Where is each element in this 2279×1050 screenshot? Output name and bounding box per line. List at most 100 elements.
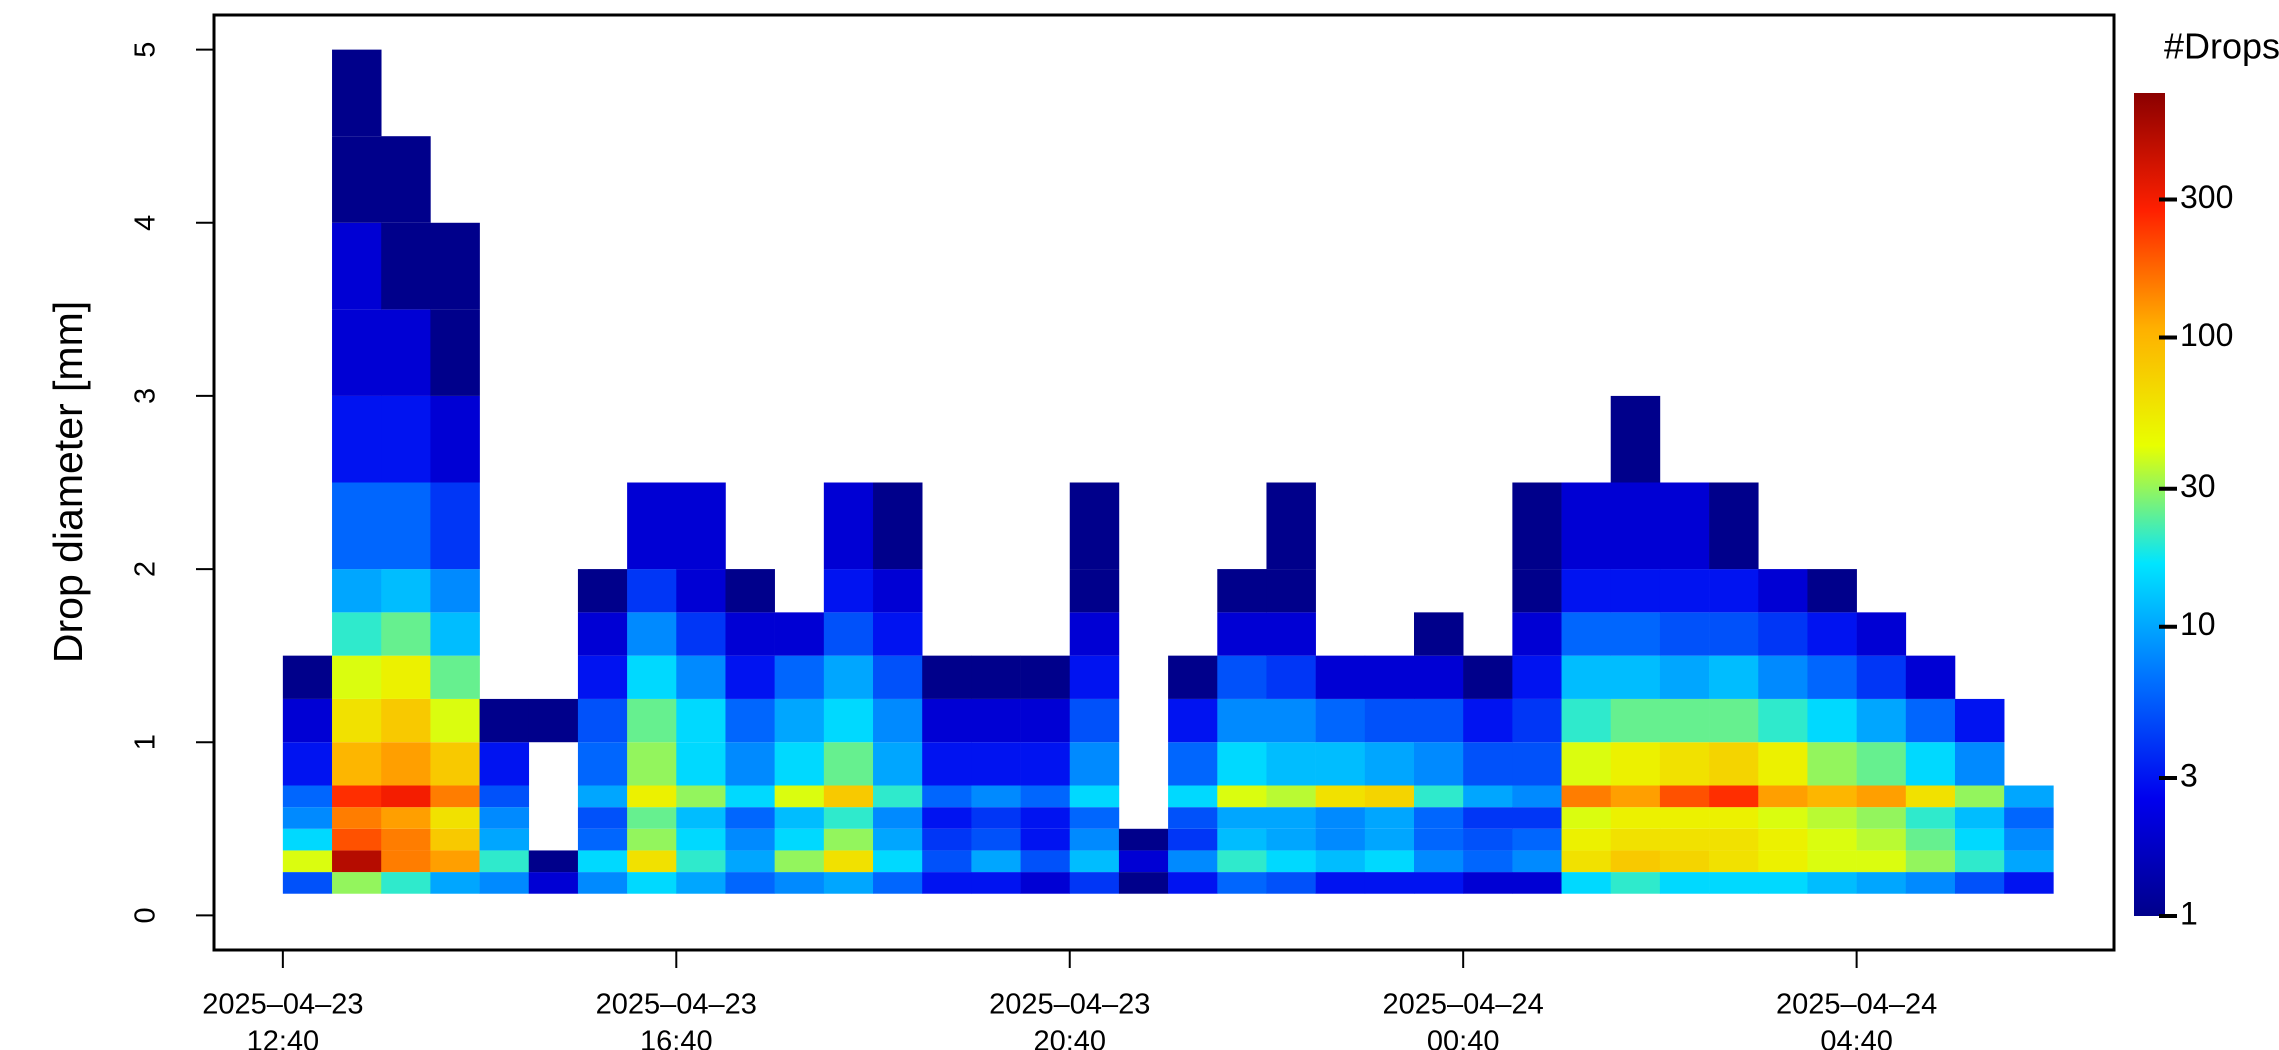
heatmap-cell	[676, 807, 726, 829]
heatmap-cell	[774, 872, 825, 894]
heatmap-cell	[774, 850, 825, 873]
heatmap-cell	[1856, 612, 1907, 656]
heatmap-cell	[1512, 785, 1562, 808]
heatmap-cell	[1069, 850, 1120, 873]
heatmap-cell	[1905, 698, 1956, 743]
heatmap-cell	[1118, 872, 1169, 894]
heatmap-cell	[725, 569, 775, 613]
x-tick-label: 12:40	[247, 1026, 320, 1050]
heatmap-cell	[1069, 569, 1120, 613]
heatmap-cell	[1266, 742, 1316, 786]
heatmap-cell	[627, 828, 677, 851]
heatmap-cell	[1512, 872, 1562, 894]
y-tick-label: 4	[130, 215, 162, 231]
x-tick-label: 2025–04–24	[1383, 989, 1544, 1021]
colorbar-tick-label: 100	[2180, 317, 2233, 353]
heatmap-cell	[922, 655, 972, 699]
heatmap-cell	[1758, 569, 1808, 613]
heatmap-cell	[725, 807, 775, 829]
heatmap-cell	[1266, 698, 1316, 743]
heatmap-cell	[823, 742, 874, 786]
heatmap-cell	[873, 698, 923, 743]
heatmap-cell	[332, 569, 382, 613]
heatmap-cell	[971, 872, 1021, 894]
heatmap-cell	[577, 612, 628, 656]
heatmap-cell	[1020, 807, 1071, 829]
heatmap-cell	[1659, 850, 1710, 873]
heatmap-cell	[381, 482, 431, 570]
heatmap-cell	[1168, 655, 1218, 699]
heatmap-cell	[1020, 828, 1071, 851]
heatmap-cell	[1118, 828, 1169, 851]
heatmap-cell	[971, 807, 1021, 829]
heatmap-cell	[1905, 872, 1956, 894]
heatmap-cell	[1512, 742, 1562, 786]
heatmap-cell	[1709, 785, 1759, 808]
heatmap-cell	[1856, 850, 1907, 873]
heatmap-cell	[430, 482, 480, 570]
heatmap-cell	[774, 828, 825, 851]
heatmap-cell	[577, 655, 628, 699]
heatmap-cell	[676, 655, 726, 699]
heatmap-cell	[971, 785, 1021, 808]
heatmap-cell	[1561, 872, 1612, 894]
heatmap-cell	[1561, 655, 1612, 699]
heatmap-cell	[1069, 742, 1120, 786]
x-tick-label: 04:40	[1820, 1026, 1893, 1050]
heatmap-cell	[1414, 807, 1464, 829]
heatmap-cell	[1463, 655, 1513, 699]
heatmap-cell	[676, 828, 726, 851]
heatmap-cell	[971, 655, 1021, 699]
x-tick-label: 16:40	[640, 1026, 713, 1050]
heatmap-cell	[1758, 698, 1808, 743]
heatmap-cell	[381, 136, 431, 223]
heatmap-cell	[381, 828, 431, 851]
heatmap-cell	[1905, 850, 1956, 873]
heatmap-cell	[1610, 612, 1661, 656]
heatmap-cell	[1266, 807, 1316, 829]
heatmap-cell	[725, 828, 775, 851]
heatmap-cell	[873, 569, 923, 613]
heatmap-cell	[1069, 612, 1120, 656]
heatmap-cell	[1168, 698, 1218, 743]
heatmap-cell	[1463, 872, 1513, 894]
heatmap-cell	[577, 569, 628, 613]
heatmap-cell	[1905, 655, 1956, 699]
heatmap-cell	[430, 222, 480, 310]
heatmap-cell	[1561, 850, 1612, 873]
heatmap-cell	[1463, 850, 1513, 873]
heatmap-cell	[1217, 807, 1267, 829]
heatmap-cell	[873, 785, 923, 808]
heatmap-cell	[873, 828, 923, 851]
heatmap-cell	[627, 807, 677, 829]
heatmap-cell	[1758, 807, 1808, 829]
heatmap-cell	[725, 655, 775, 699]
plot-frame	[212, 13, 2116, 952]
heatmap-cell	[1709, 807, 1759, 829]
heatmap-cell	[774, 742, 825, 786]
heatmap-cell	[922, 742, 972, 786]
heatmap-cell	[1709, 569, 1759, 613]
heatmap-cell	[1561, 698, 1612, 743]
y-tick-label: 3	[130, 388, 162, 404]
heatmap-cell	[1118, 850, 1169, 873]
heatmap-cell	[1709, 655, 1759, 699]
heatmap-cell	[1266, 612, 1316, 656]
heatmap-cell	[873, 850, 923, 873]
heatmap-cell	[430, 698, 480, 743]
heatmap-cell	[430, 742, 480, 786]
x-tick-label: 2025–04–23	[989, 989, 1150, 1021]
heatmap-cell	[430, 655, 480, 699]
heatmap-cell	[1512, 482, 1562, 570]
heatmap-cell	[1315, 872, 1366, 894]
heatmap-cell	[971, 850, 1021, 873]
heatmap-cell	[1414, 742, 1464, 786]
heatmap-cell	[1610, 395, 1661, 483]
heatmap-cell	[332, 49, 382, 137]
heatmap-cell	[1807, 785, 1857, 808]
heatmap-cell	[1905, 785, 1956, 808]
heatmap-cell	[1069, 807, 1120, 829]
heatmap-cell	[1069, 872, 1120, 894]
heatmap-cell	[1561, 482, 1612, 570]
